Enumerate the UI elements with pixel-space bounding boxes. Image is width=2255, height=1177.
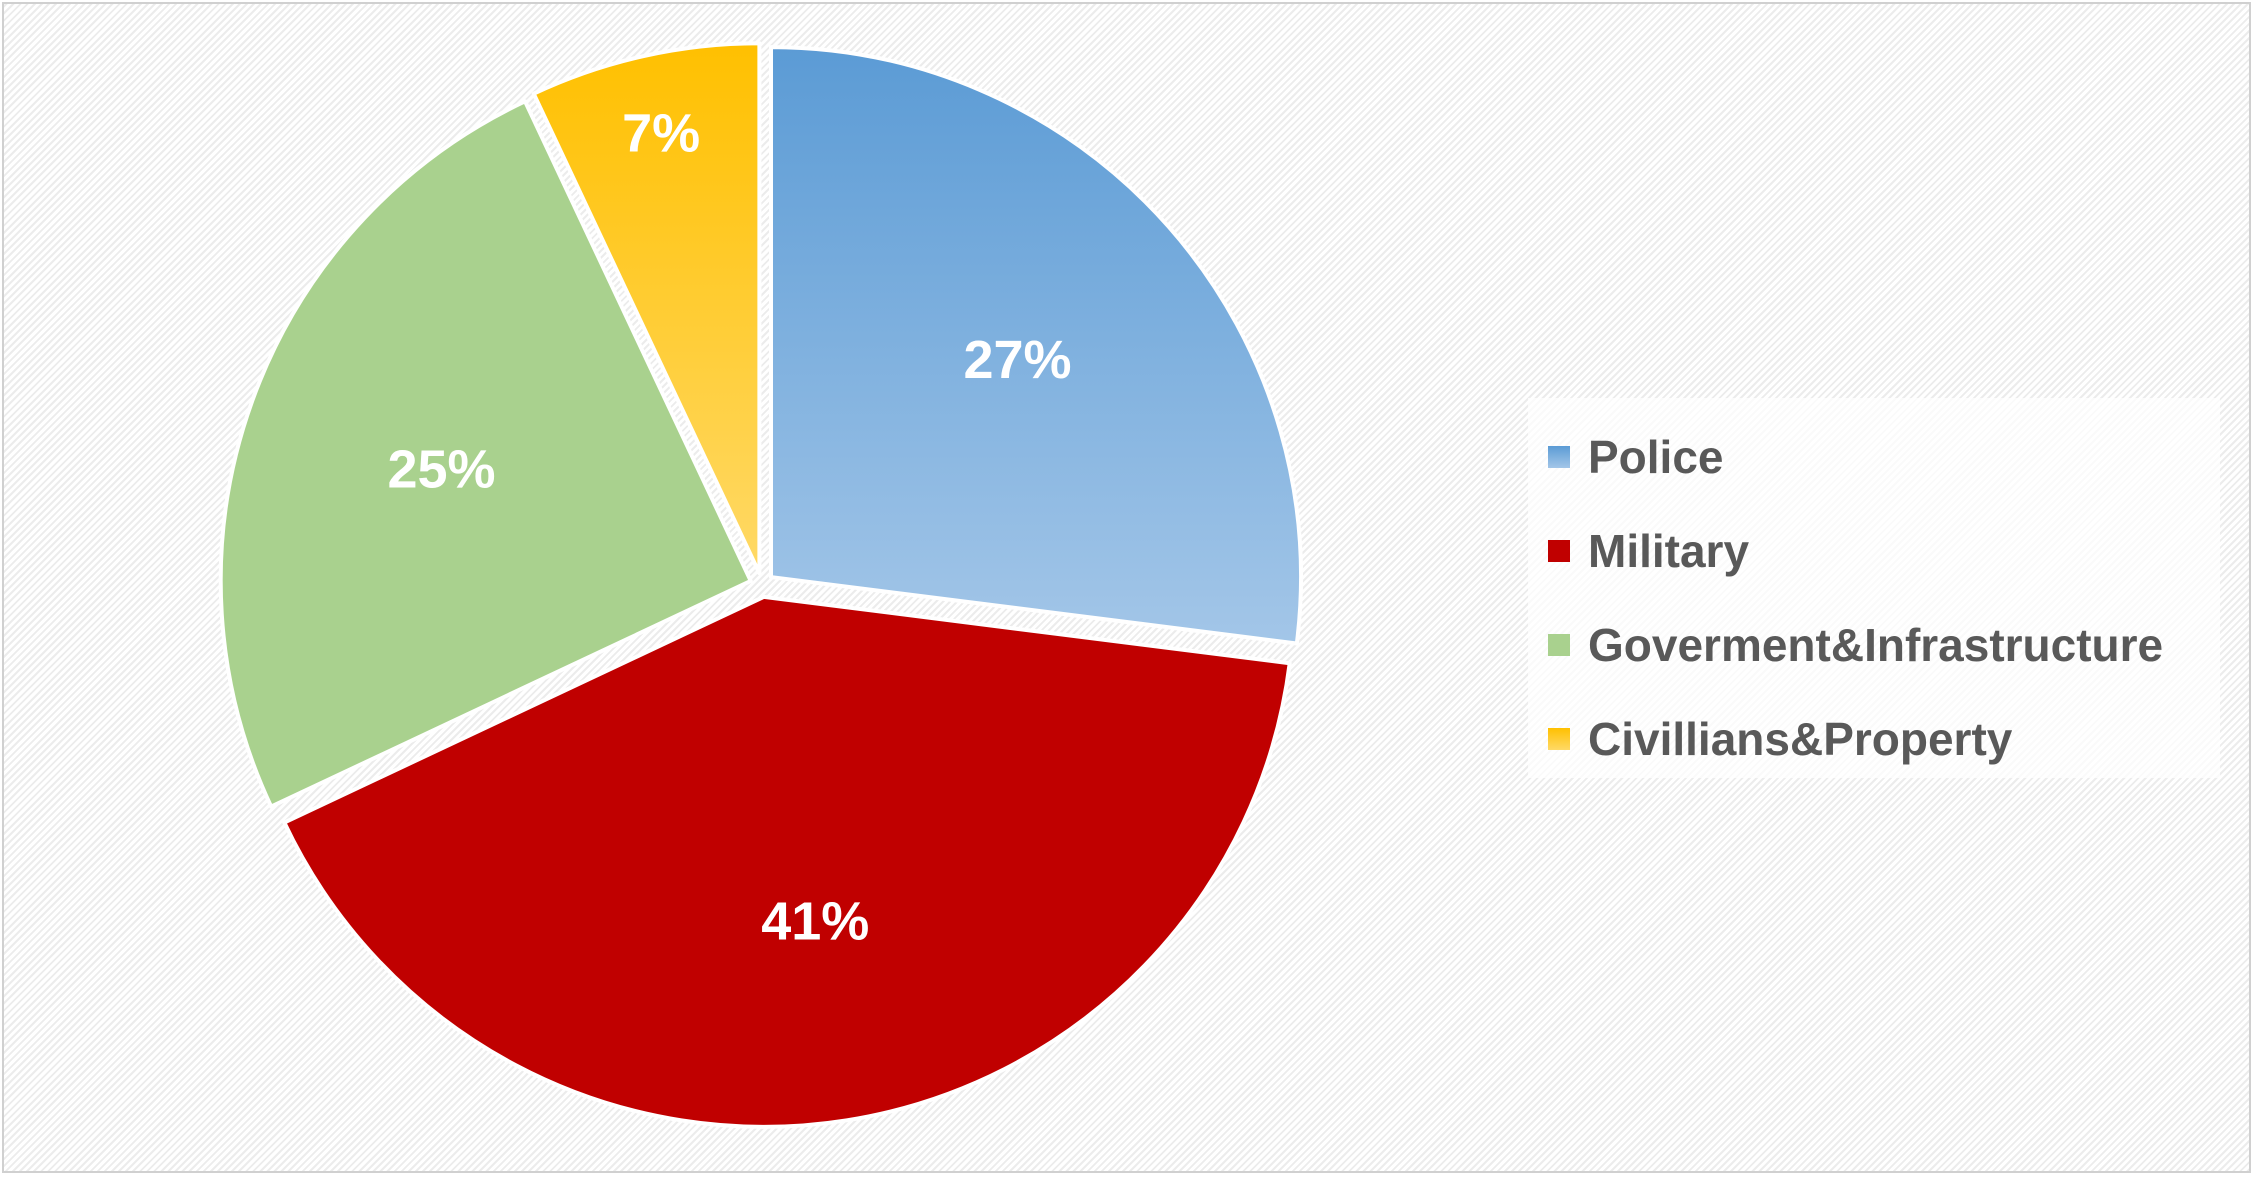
legend-label-government-infrastructure: Goverment&Infrastructure <box>1588 619 2164 671</box>
legend-swatch-government-infrastructure <box>1548 634 1570 656</box>
legend-label-military: Military <box>1588 525 1750 577</box>
legend-item-government-infrastructure[interactable]: Goverment&Infrastructure <box>1548 598 2220 692</box>
legend-label-civilians-property: Civillians&Property <box>1588 713 2013 765</box>
pie-slice-military[interactable] <box>282 594 1292 1129</box>
legend-swatch-civilians-property <box>1548 728 1570 750</box>
legend-label-police: Police <box>1588 431 1724 483</box>
pie-slice-police[interactable] <box>769 45 1303 646</box>
data-label-government-infrastructure: 25% <box>387 440 495 500</box>
pie-data-labels: 27% 41% 25% 7% <box>387 104 1071 952</box>
pie-slices <box>218 41 1303 1129</box>
legend-item-military[interactable]: Military <box>1548 504 2220 598</box>
pie-slice-civilians-property[interactable] <box>531 41 762 576</box>
pie-slice-government-infrastructure[interactable] <box>218 99 753 809</box>
chart-legend: Police Military Goverment&Infrastructure… <box>1528 398 2220 778</box>
legend-swatch-military <box>1548 540 1570 562</box>
data-label-police: 27% <box>963 330 1071 390</box>
data-label-civilians-property: 7% <box>622 104 700 164</box>
legend-item-police[interactable]: Police <box>1548 410 2220 504</box>
legend-swatch-police <box>1548 446 1570 468</box>
legend-item-civilians-property[interactable]: Civillians&Property <box>1548 692 2220 786</box>
data-label-military: 41% <box>761 891 869 951</box>
